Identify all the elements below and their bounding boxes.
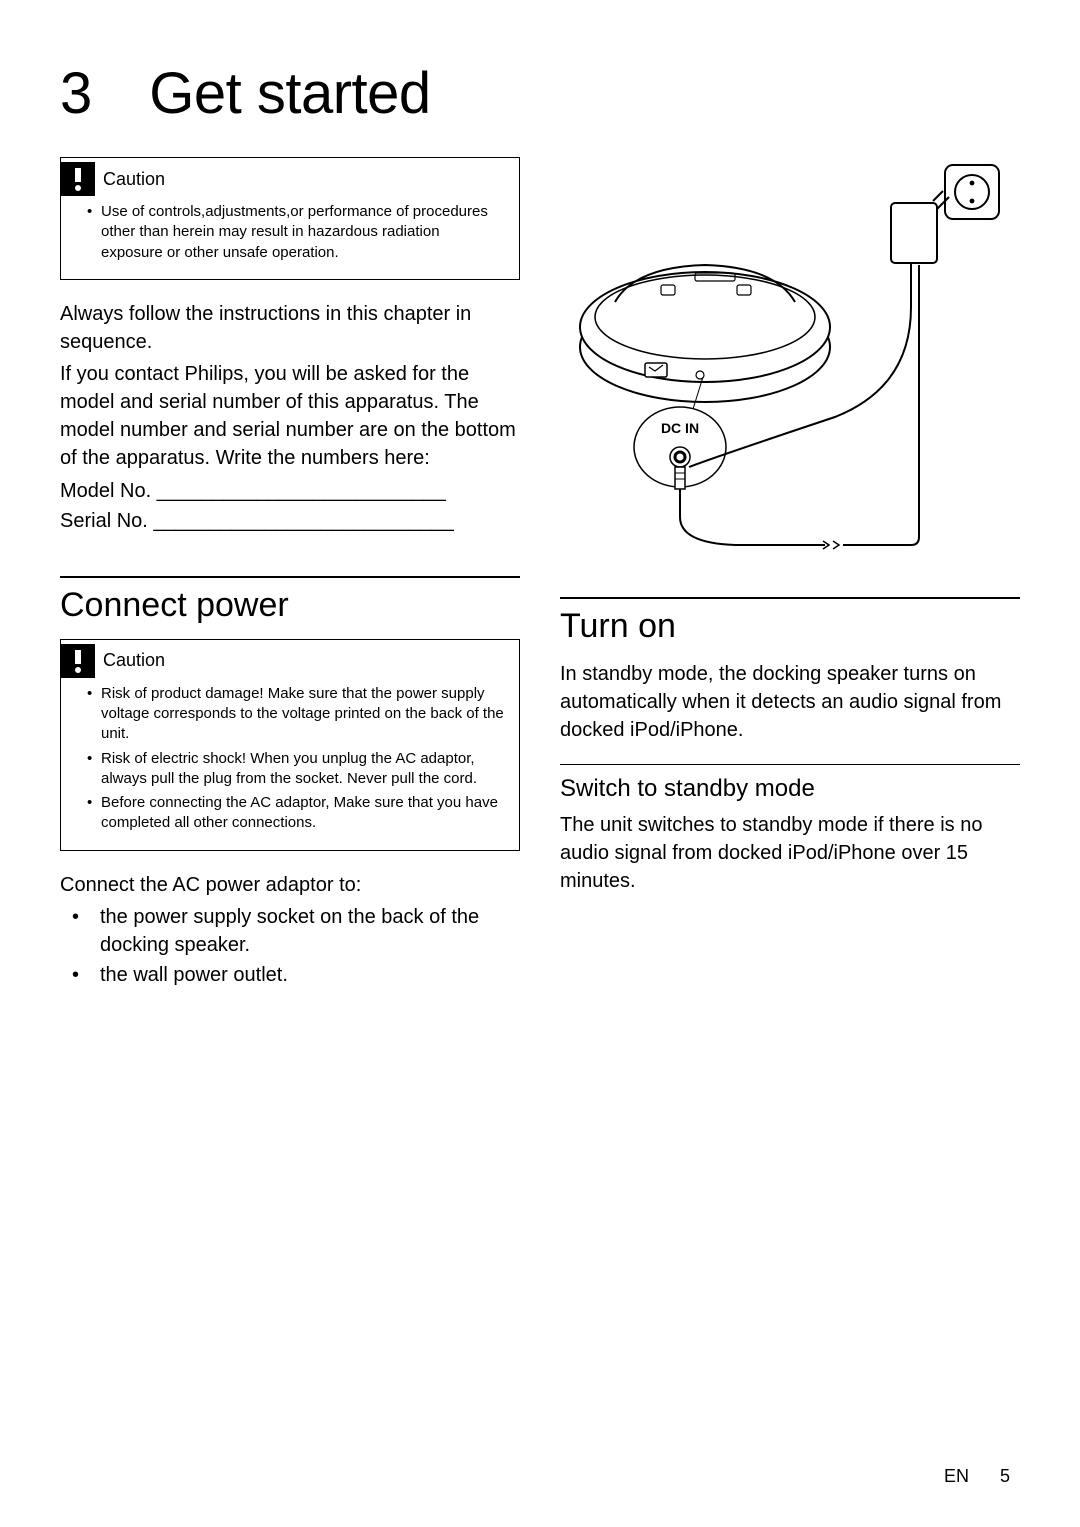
caution-icon: [61, 162, 95, 196]
caution-item: Use of controls,adjustments,or performan…: [87, 202, 505, 263]
wall-outlet-icon: [945, 165, 999, 219]
turn-on-p1: In standby mode, the docking speaker tur…: [560, 660, 1020, 744]
caution-body-2: Risk of product damage! Make sure that t…: [61, 678, 519, 850]
content-columns: Caution Use of controls,adjustments,or p…: [60, 157, 1020, 991]
power-adaptor-icon: [891, 191, 949, 263]
standby-p: The unit switches to standby mode if the…: [560, 811, 1020, 895]
section-rule: [560, 597, 1020, 599]
power-connection-diagram: DC IN: [575, 157, 1005, 557]
connect-power-bullets: the power supply socket on the back of t…: [60, 903, 520, 989]
standby-sub-heading: Switch to standby mode: [560, 775, 1020, 803]
connect-power-heading: Connect power: [60, 586, 520, 625]
caution-header: Caution: [61, 158, 519, 196]
cable-continuation-icon: [680, 517, 825, 545]
caution-box-2: Caution Risk of product damage! Make sur…: [60, 639, 520, 851]
right-column: DC IN Turn on In standby mode, the docki…: [560, 157, 1020, 991]
caution-box-1: Caution Use of controls,adjustments,or p…: [60, 157, 520, 280]
intro-p1: Always follow the instructions in this c…: [60, 300, 520, 356]
caution-icon: [61, 644, 95, 678]
page-title: 3 Get started: [60, 60, 1020, 127]
serial-no-line: Serial No. ___________________________: [60, 506, 520, 536]
footer-page-number: 5: [1000, 1466, 1010, 1486]
caution-item: Risk of electric shock! When you unplug …: [87, 749, 505, 790]
connect-power-p1: Connect the AC power adaptor to:: [60, 871, 520, 899]
section-rule: [60, 576, 520, 578]
docking-speaker-icon: [580, 265, 830, 402]
list-item: the wall power outlet.: [60, 961, 520, 989]
caution-label: Caution: [103, 169, 165, 190]
model-no-line: Model No. __________________________: [60, 476, 520, 506]
turn-on-heading: Turn on: [560, 607, 1020, 646]
caution-item: Before connecting the AC adaptor, Make s…: [87, 793, 505, 834]
page-footer: EN 5: [944, 1466, 1010, 1487]
dc-jack-icon: [675, 467, 685, 517]
list-item: the power supply socket on the back of t…: [60, 903, 520, 959]
intro-p2: If you contact Philips, you will be aske…: [60, 360, 520, 472]
caution-body-1: Use of controls,adjustments,or performan…: [61, 196, 519, 279]
caution-header: Caution: [61, 640, 519, 678]
dc-in-label: DC IN: [661, 420, 699, 436]
caution-item: Risk of product damage! Make sure that t…: [87, 684, 505, 745]
section-rule-thin: [560, 764, 1020, 765]
footer-lang: EN: [944, 1466, 969, 1486]
caution-label: Caution: [103, 650, 165, 671]
left-column: Caution Use of controls,adjustments,or p…: [60, 157, 520, 991]
